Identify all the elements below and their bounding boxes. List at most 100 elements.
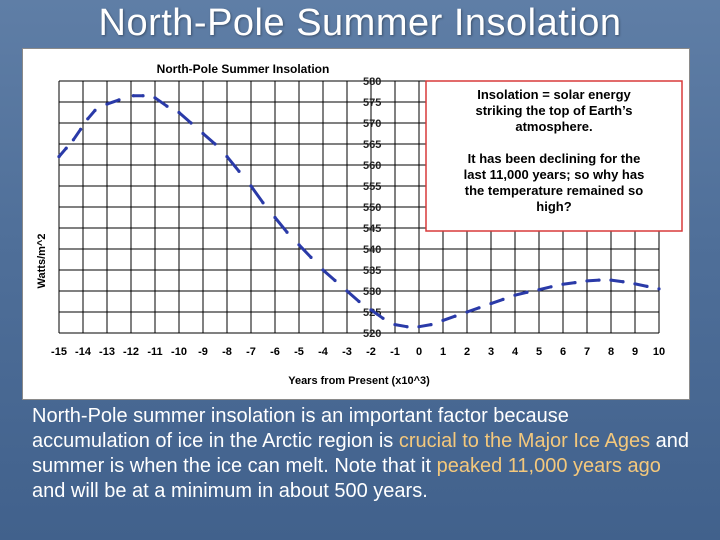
data-point	[71, 138, 75, 142]
annotation-box	[425, 80, 683, 232]
data-point	[513, 293, 517, 297]
data-point	[131, 94, 135, 98]
data-point	[501, 297, 505, 301]
slide-title: North-Pole Summer Insolation	[98, 2, 622, 44]
series-segment	[537, 285, 553, 292]
y-tick-label: 535	[363, 265, 381, 277]
data-point	[537, 288, 541, 292]
x-tick-label: 1	[440, 346, 446, 358]
data-point	[189, 121, 193, 125]
x-tick-label: -7	[246, 346, 256, 358]
data-point	[93, 108, 97, 112]
annotation-definition: Insolation = solar energy striking the to…	[476, 87, 633, 134]
data-point	[369, 308, 373, 312]
series-segment	[321, 268, 337, 282]
x-tick-label: -5	[294, 346, 304, 358]
series-segment	[225, 155, 241, 173]
x-tick-label: -1	[390, 346, 400, 358]
series-segment	[249, 184, 265, 205]
data-point	[465, 310, 469, 314]
caption-part-4: and summer is when the ice can melt. Not…	[32, 430, 690, 477]
caption-highlight-peak: peaked 11,000 years ago	[436, 455, 661, 477]
x-tick-label: -8	[222, 346, 232, 358]
y-tick-label: 545	[363, 223, 381, 235]
series-segment	[585, 278, 601, 283]
data-point	[333, 278, 337, 283]
data-point	[213, 142, 217, 146]
data-point	[165, 104, 169, 108]
x-tick-label: -2	[366, 346, 376, 358]
x-tick-label: 5	[536, 346, 542, 358]
x-tick-label: -14	[75, 346, 92, 358]
annotation-question: It has been declining for the last 11,000…	[464, 151, 645, 214]
data-point	[225, 155, 229, 159]
x-tick-label: -15	[51, 346, 67, 358]
caption-text: North-Pole summer insolation is an impor…	[32, 404, 692, 504]
x-tick-label: -9	[198, 346, 208, 358]
x-tick-label: -6	[270, 346, 280, 358]
data-point	[153, 96, 157, 100]
y-tick-label: 520	[363, 328, 381, 340]
y-tick-label: 560	[363, 160, 381, 172]
y-tick-label: 530	[363, 286, 381, 298]
annotation-callout: Insolation = solar energy striking the to…	[425, 80, 683, 232]
data-point	[405, 325, 409, 329]
series-segment	[345, 289, 361, 303]
data-point	[597, 278, 601, 282]
series-segment	[297, 243, 313, 259]
caption-part-1: North-Pole summer insolation	[32, 405, 296, 427]
data-point	[237, 169, 241, 173]
data-point	[441, 318, 445, 322]
series-segment	[369, 308, 385, 320]
caption-part-2: is an important factor because accumulat…	[32, 405, 569, 452]
data-point	[177, 110, 181, 115]
series-segment	[177, 111, 193, 125]
insolation-chart: -15 -14 -13 -12 -11 -10 -9 -8 -7 -6 -5 -4 -3 -2 -1 0 1 2 3…	[36, 62, 683, 387]
data-point	[477, 306, 481, 310]
data-point	[297, 243, 301, 247]
x-tick-label: 6	[560, 346, 566, 358]
data-point	[57, 155, 61, 159]
data-point	[609, 278, 613, 282]
data-point	[489, 302, 493, 306]
x-tick-label: 0	[416, 346, 422, 358]
data-point	[249, 184, 253, 188]
x-tick-label: 10	[653, 346, 665, 358]
y-tick-label: 575	[363, 97, 381, 109]
data-point	[321, 268, 325, 272]
y-tick-label: 555	[363, 181, 381, 193]
series-segment	[57, 146, 68, 159]
x-tick-label: -13	[99, 346, 115, 358]
data-point	[573, 281, 577, 285]
data-point	[141, 94, 145, 98]
data-point	[86, 117, 90, 121]
series-segment	[273, 216, 289, 234]
series-segment	[201, 132, 217, 146]
data-point	[645, 284, 649, 288]
x-tick-label: -10	[171, 346, 187, 358]
x-axis-label: Years from Present (x10^3)	[288, 375, 430, 387]
data-point	[117, 98, 121, 102]
data-point	[657, 287, 661, 291]
y-tick-label: 550	[363, 202, 381, 214]
series-segment	[489, 297, 505, 306]
data-point	[621, 280, 625, 284]
chart-title: North-Pole Summer Insolation	[157, 62, 330, 76]
x-tick-label: 3	[488, 346, 494, 358]
data-point	[549, 285, 553, 289]
data-series	[57, 94, 661, 329]
series-segment	[465, 306, 481, 314]
series-segment	[153, 96, 169, 108]
data-point	[393, 323, 397, 327]
data-point	[345, 289, 349, 293]
data-point	[309, 255, 313, 259]
series-segment	[105, 98, 121, 106]
data-point	[429, 323, 433, 327]
data-point	[525, 290, 529, 294]
data-point	[285, 230, 289, 234]
x-tick-label: 7	[584, 346, 590, 358]
caption-highlight-ice-ages: crucial to the Major Ice Ages	[398, 430, 651, 452]
series-segment	[393, 323, 409, 329]
x-tick-label: -11	[147, 346, 162, 358]
series-segment	[441, 314, 457, 322]
